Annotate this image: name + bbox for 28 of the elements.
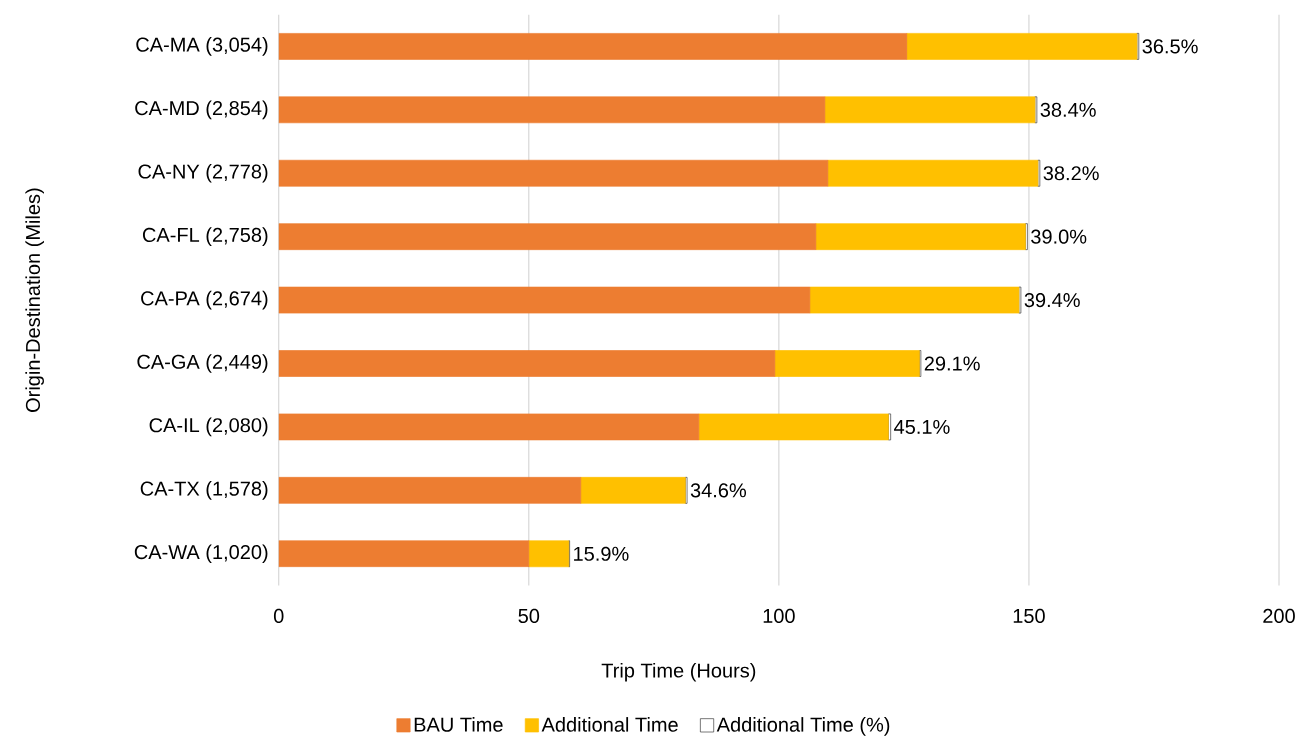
y-tick-label: CA-TX (1,578) xyxy=(140,480,268,500)
y-tick-label: CA-NY (2,778) xyxy=(138,163,268,183)
x-axis-title: Trip Time (Hours) xyxy=(601,662,756,682)
y-tick-label: CA-WA (1,020) xyxy=(134,544,268,563)
y-tick-label: CA-PA (2,674) xyxy=(141,290,268,310)
legend-label: Additional Time xyxy=(541,717,678,732)
x-tick-label: 0 xyxy=(273,608,284,623)
y-tick-label: CA-MA (3,054) xyxy=(136,36,268,56)
data-label: 39.4% xyxy=(1024,292,1080,308)
legend-label: Additional Time (%) xyxy=(716,717,890,736)
x-tick-label: 50 xyxy=(518,608,540,623)
legend-label: BAU Time xyxy=(414,717,503,732)
y-tick-label: CA-MD (2,854) xyxy=(135,100,268,120)
data-label: 39.0% xyxy=(1031,229,1087,244)
data-label: 38.4% xyxy=(1040,102,1096,117)
y-tick-label: CA-IL (2,080) xyxy=(149,417,268,437)
data-label: 36.5% xyxy=(1142,39,1198,54)
data-label: 45.1% xyxy=(894,419,950,434)
data-label: 34.6% xyxy=(690,483,747,498)
y-tick-label: CA-FL (2,758) xyxy=(142,227,268,246)
data-label: 15.9% xyxy=(574,546,629,561)
data-label: 29.1% xyxy=(924,356,980,371)
x-tick-label: 150 xyxy=(1013,608,1045,623)
y-tick-label: CA-GA (2,449) xyxy=(137,354,268,373)
x-tick-label: 200 xyxy=(1263,608,1295,623)
data-label: 38.2% xyxy=(1043,166,1099,181)
x-tick-label: 100 xyxy=(763,608,795,623)
y-axis-title: Origin-Destination (Miles) xyxy=(25,188,44,412)
